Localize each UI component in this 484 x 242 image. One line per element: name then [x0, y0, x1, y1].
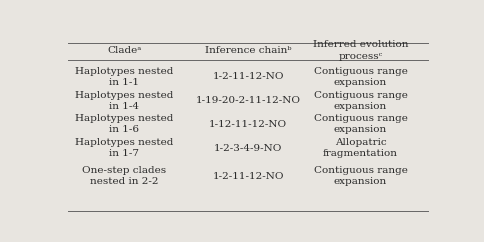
Text: Haplotypes nested
in 1-7: Haplotypes nested in 1-7: [75, 138, 173, 158]
Text: Inference chainᵇ: Inference chainᵇ: [205, 46, 291, 55]
Text: Allopatric
fragmentation: Allopatric fragmentation: [323, 138, 398, 158]
Text: Haplotypes nested
in 1-6: Haplotypes nested in 1-6: [75, 114, 173, 134]
Text: Contiguous range
expansion: Contiguous range expansion: [314, 67, 408, 87]
Text: Contiguous range
expansion: Contiguous range expansion: [314, 91, 408, 111]
Text: Cladeᵃ: Cladeᵃ: [107, 46, 141, 55]
Text: Inferred evolution
processᶜ: Inferred evolution processᶜ: [313, 40, 408, 60]
Text: Contiguous range
expansion: Contiguous range expansion: [314, 166, 408, 186]
Text: 1-2-3-4-9-NO: 1-2-3-4-9-NO: [214, 144, 282, 153]
Text: 1-2-11-12-NO: 1-2-11-12-NO: [212, 72, 284, 81]
Text: One-step clades
nested in 2-2: One-step clades nested in 2-2: [82, 166, 166, 186]
Text: Haplotypes nested
in 1-4: Haplotypes nested in 1-4: [75, 91, 173, 111]
Text: 1-12-11-12-NO: 1-12-11-12-NO: [209, 120, 287, 129]
Text: Contiguous range
expansion: Contiguous range expansion: [314, 114, 408, 134]
Text: Haplotypes nested
in 1-1: Haplotypes nested in 1-1: [75, 67, 173, 87]
Text: 1-2-11-12-NO: 1-2-11-12-NO: [212, 172, 284, 181]
Text: 1-19-20-2-11-12-NO: 1-19-20-2-11-12-NO: [196, 96, 301, 105]
